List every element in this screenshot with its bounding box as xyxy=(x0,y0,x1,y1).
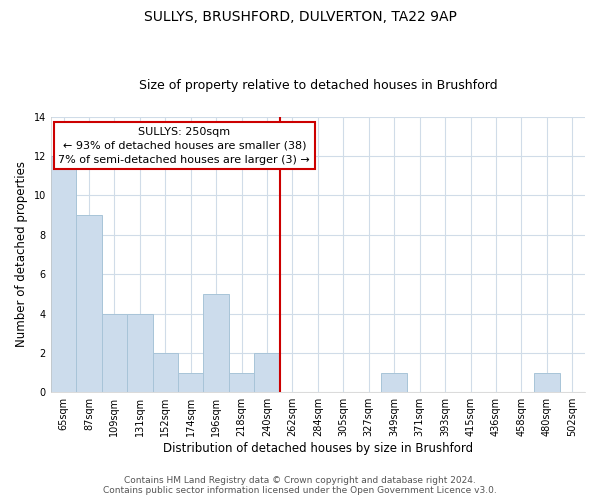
Bar xyxy=(152,353,178,392)
X-axis label: Distribution of detached houses by size in Brushford: Distribution of detached houses by size … xyxy=(163,442,473,455)
Text: Contains HM Land Registry data © Crown copyright and database right 2024.
Contai: Contains HM Land Registry data © Crown c… xyxy=(103,476,497,495)
Bar xyxy=(127,314,152,392)
Bar xyxy=(101,314,127,392)
Bar xyxy=(203,294,229,392)
Text: SULLYS, BRUSHFORD, DULVERTON, TA22 9AP: SULLYS, BRUSHFORD, DULVERTON, TA22 9AP xyxy=(143,10,457,24)
Bar xyxy=(534,372,560,392)
Bar xyxy=(178,372,203,392)
Y-axis label: Number of detached properties: Number of detached properties xyxy=(15,162,28,348)
Bar xyxy=(229,372,254,392)
Title: Size of property relative to detached houses in Brushford: Size of property relative to detached ho… xyxy=(139,79,497,92)
Text: SULLYS: 250sqm
← 93% of detached houses are smaller (38)
7% of semi-detached hou: SULLYS: 250sqm ← 93% of detached houses … xyxy=(58,126,310,164)
Bar xyxy=(76,215,101,392)
Bar xyxy=(254,353,280,392)
Bar xyxy=(382,372,407,392)
Bar xyxy=(51,156,76,392)
